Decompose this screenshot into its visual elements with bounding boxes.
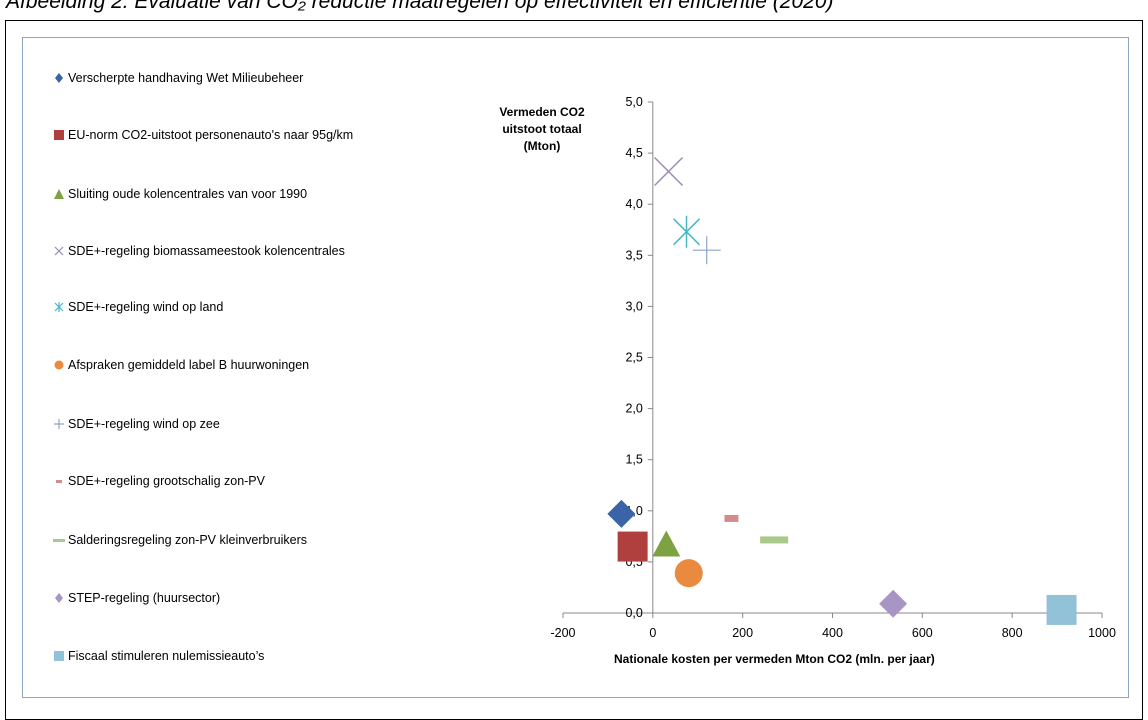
legend-label: Fiscaal stimuleren nulemissieauto’s xyxy=(68,649,265,663)
chart-area xyxy=(22,37,1129,698)
y-tick-label: 3,0 xyxy=(625,299,642,313)
data-point xyxy=(617,531,648,562)
data-point xyxy=(674,559,703,588)
legend-item: Sluiting oude kolencentrales van voor 19… xyxy=(52,186,307,202)
legend-label: STEP-regeling (huursector) xyxy=(68,591,221,605)
legend-label: SDE+-regeling wind op zee xyxy=(68,417,220,431)
y-tick-label: 0,0 xyxy=(625,606,642,620)
legend-label: Afspraken gemiddeld label B huurwoningen xyxy=(68,358,310,372)
legend-item: Afspraken gemiddeld label B huurwoningen xyxy=(52,357,309,373)
legend-label: Verscherpte handhaving Wet Milieubeheer xyxy=(68,71,304,85)
dash-icon xyxy=(52,533,66,547)
x-tick-label: 400 xyxy=(822,626,843,640)
y-tick-label: 5,0 xyxy=(625,95,642,109)
circle-icon xyxy=(52,358,66,372)
x-tick-label: 0 xyxy=(649,626,656,640)
plus-icon xyxy=(52,417,66,431)
legend-item: STEP-regeling (huursector) xyxy=(52,590,220,606)
legend-item: Salderingsregeling zon-PV kleinverbruike… xyxy=(52,532,307,548)
x-tick-label: 800 xyxy=(1002,626,1023,640)
legend-item: SDE+-regeling wind op land xyxy=(52,299,223,315)
legend-label: SDE+-regeling wind op land xyxy=(68,300,224,314)
legend-item: Fiscaal stimuleren nulemissieauto’s xyxy=(52,648,264,664)
legend-item: SDE+-regeling grootschalig zon-PV xyxy=(52,473,265,489)
data-point xyxy=(607,499,636,528)
y-axis-title: Vermeden CO2 uitstoot totaal (Mton) xyxy=(482,104,602,155)
legend-label: EU-norm CO2-uitstoot personenauto's naar… xyxy=(68,128,354,142)
data-point xyxy=(652,530,681,557)
legend-item: Verscherpte handhaving Wet Milieubeheer xyxy=(52,70,303,86)
y-tick-label: 2,0 xyxy=(625,402,642,416)
data-point xyxy=(672,215,701,248)
legend-label: Salderingsregeling zon-PV kleinverbruike… xyxy=(68,533,308,547)
x-icon xyxy=(52,244,66,258)
diamond-icon xyxy=(52,71,66,85)
legend-item: EU-norm CO2-uitstoot personenauto's naar… xyxy=(52,127,353,143)
y-tick-label: 1,5 xyxy=(625,453,642,467)
y-axis-title-line: uitstoot totaal xyxy=(502,122,582,136)
x-axis-title: Nationale kosten per vermeden Mton CO2 (… xyxy=(614,652,935,666)
asterisk-icon xyxy=(52,300,66,314)
y-axis-title-line: (Mton) xyxy=(523,139,561,153)
legend-label: SDE+-regeling grootschalig zon-PV xyxy=(68,474,265,488)
data-point xyxy=(1046,594,1077,625)
data-point xyxy=(654,156,684,187)
square-icon xyxy=(52,128,66,142)
legend: Verscherpte handhaving Wet Milieubeheer … xyxy=(52,0,472,716)
dash-icon xyxy=(52,474,66,488)
data-point xyxy=(692,236,721,265)
data-point xyxy=(879,589,908,618)
y-axis-title-line: Vermeden CO2 xyxy=(499,105,585,119)
y-tick-label: 2,5 xyxy=(625,351,642,365)
x-tick-label: 600 xyxy=(912,626,933,640)
legend-item: SDE+-regeling biomassameestook kolencent… xyxy=(52,243,345,259)
y-tick-label: 4,0 xyxy=(625,197,642,211)
x-tick-label: 1000 xyxy=(1088,626,1116,640)
diamond-icon xyxy=(52,591,66,605)
y-tick-label: 4,5 xyxy=(625,146,642,160)
triangle-icon xyxy=(52,187,66,201)
data-point xyxy=(760,536,789,544)
legend-item: SDE+-regeling wind op zee xyxy=(52,416,220,432)
x-tick-label: -200 xyxy=(550,626,575,640)
legend-label: SDE+-regeling biomassameestook kolencent… xyxy=(68,244,345,258)
y-tick-label: 3,5 xyxy=(625,248,642,262)
data-point xyxy=(724,514,739,522)
legend-label: Sluiting oude kolencentrales van voor 19… xyxy=(68,187,308,201)
x-tick-label: 200 xyxy=(732,626,753,640)
figure-caption: Afbeelding 2. Evaluatie van CO₂ reductie… xyxy=(6,0,834,13)
square-icon xyxy=(52,649,66,663)
